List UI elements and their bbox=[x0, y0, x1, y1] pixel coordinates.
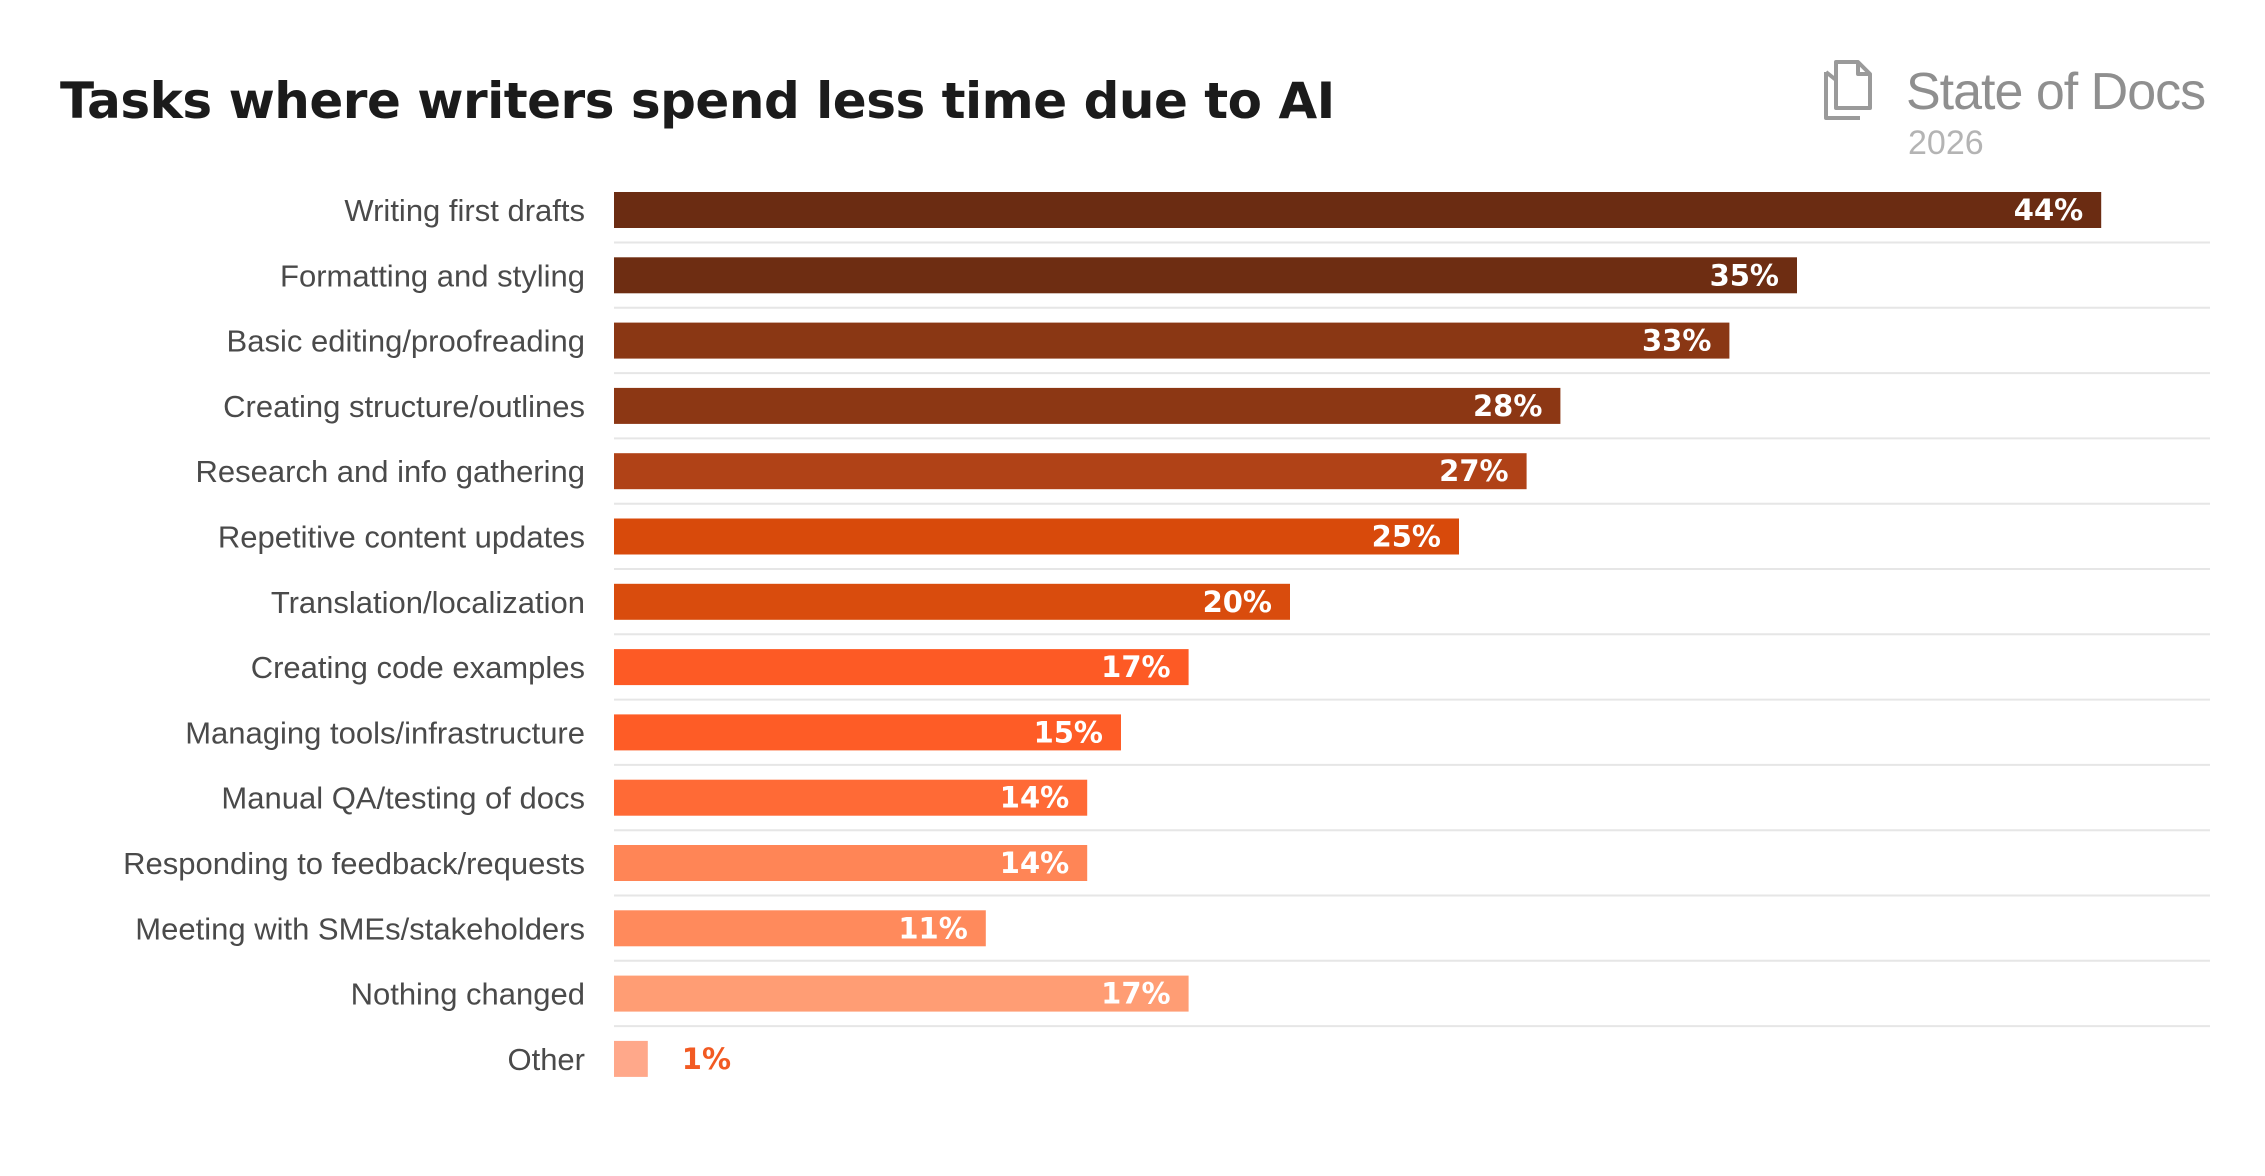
category-label: Translation/localization bbox=[271, 585, 585, 620]
bar bbox=[614, 387, 1561, 424]
brand-year: 2026 bbox=[1908, 124, 1984, 162]
value-label: 17% bbox=[1101, 977, 1170, 1011]
category-label: Managing tools/infrastructure bbox=[185, 715, 585, 750]
brand-name: State of Docs bbox=[1906, 63, 2206, 121]
value-label: 14% bbox=[1000, 781, 1069, 815]
category-label: Nothing changed bbox=[351, 977, 585, 1012]
bar bbox=[614, 453, 1527, 490]
value-label: 44% bbox=[2014, 193, 2083, 227]
category-label: Responding to feedback/requests bbox=[123, 846, 585, 881]
chart-title: Tasks where writers spend less time due … bbox=[60, 72, 1335, 130]
category-label: Creating structure/outlines bbox=[223, 389, 585, 424]
category-label: Formatting and styling bbox=[280, 258, 585, 293]
category-label: Other bbox=[507, 1042, 585, 1077]
brand-logo: State of Docs 2026 bbox=[1822, 58, 2212, 168]
bar bbox=[614, 845, 1088, 881]
value-label: 27% bbox=[1439, 454, 1508, 488]
value-label: 25% bbox=[1372, 520, 1441, 554]
category-label: Creating code examples bbox=[251, 650, 585, 685]
category-label: Research and info gathering bbox=[196, 454, 585, 489]
category-label: Basic editing/proofreading bbox=[227, 324, 585, 359]
bar bbox=[614, 583, 1290, 620]
bar bbox=[614, 649, 1189, 686]
category-label: Manual QA/testing of docs bbox=[221, 781, 585, 816]
bar bbox=[614, 257, 1797, 294]
bar bbox=[614, 322, 1730, 359]
value-label: 14% bbox=[1000, 846, 1069, 880]
value-label: 20% bbox=[1203, 585, 1272, 619]
value-label: 17% bbox=[1101, 650, 1170, 684]
bar bbox=[614, 192, 2102, 228]
documents-icon bbox=[1824, 60, 1872, 120]
bar bbox=[614, 518, 1459, 555]
bar bbox=[614, 1040, 648, 1077]
category-label: Meeting with SMEs/stakeholders bbox=[135, 911, 585, 946]
value-label: 33% bbox=[1642, 324, 1711, 358]
category-label: Writing first drafts bbox=[344, 193, 585, 228]
value-label: 15% bbox=[1034, 715, 1103, 749]
bar bbox=[614, 714, 1121, 751]
value-label: 11% bbox=[898, 911, 967, 945]
value-label: 1% bbox=[682, 1042, 731, 1076]
value-label: 35% bbox=[1710, 258, 1779, 292]
value-label: 28% bbox=[1473, 389, 1542, 423]
bar bbox=[614, 975, 1189, 1012]
bar bbox=[614, 910, 986, 947]
category-label: Repetitive content updates bbox=[218, 520, 585, 555]
bar bbox=[614, 779, 1088, 816]
